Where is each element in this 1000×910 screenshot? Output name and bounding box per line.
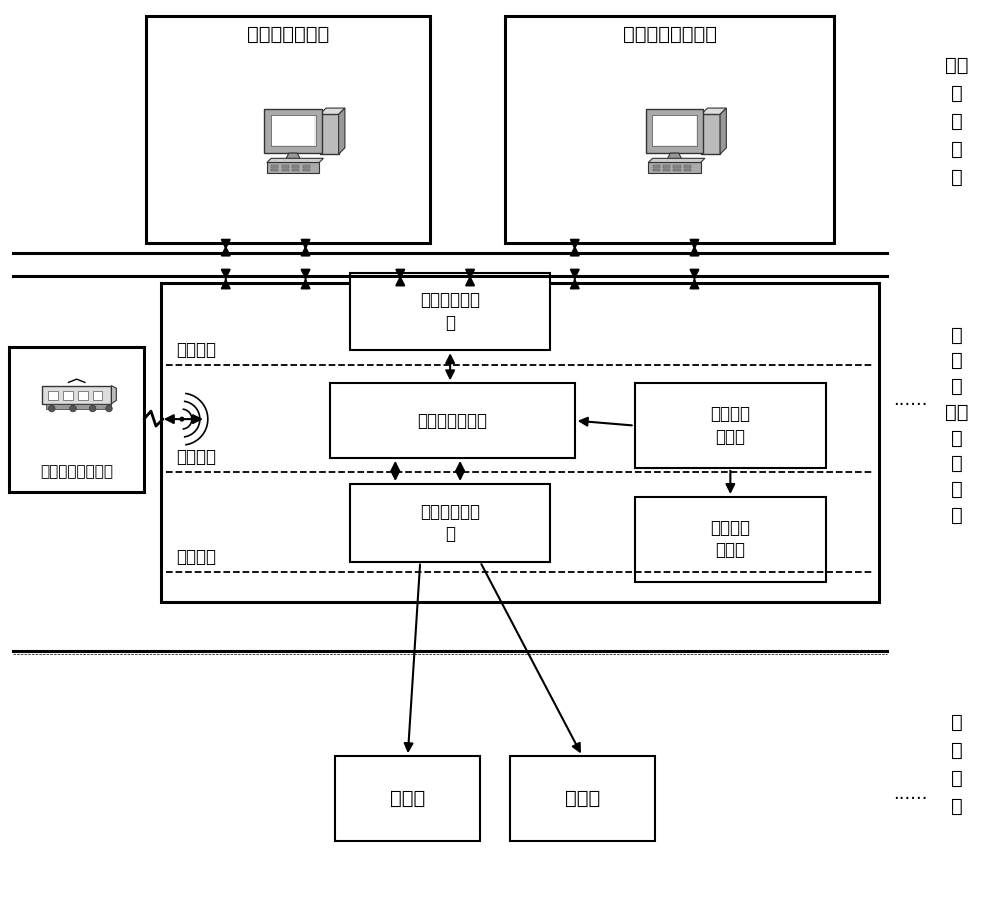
Text: 联锁运算: 联锁运算 (176, 448, 216, 466)
Bar (63, 391, 73, 399)
Text: 转辙机: 转辙机 (390, 789, 425, 808)
Bar (653, 168, 660, 171)
Polygon shape (720, 108, 726, 154)
Bar (264, 109, 322, 153)
Bar (161, 282, 879, 602)
Circle shape (70, 405, 76, 412)
Text: 人机交互: 人机交互 (176, 341, 216, 359)
Bar (271, 168, 278, 171)
Bar (350, 273, 550, 350)
Bar (635, 497, 826, 581)
Bar (42, 386, 111, 404)
Bar (271, 115, 316, 147)
Bar (282, 168, 289, 171)
Bar (635, 383, 826, 468)
Bar (271, 165, 278, 167)
Polygon shape (339, 108, 345, 154)
Polygon shape (267, 158, 323, 163)
Text: 轨
旁
设
备: 轨 旁 设 备 (951, 713, 963, 815)
Text: 执行表示: 执行表示 (176, 548, 216, 566)
Bar (505, 16, 834, 243)
Polygon shape (285, 153, 301, 161)
Text: 远程
控
制
中
心: 远程 控 制 中 心 (945, 56, 968, 187)
Text: 有轨车辆车载设备: 有轨车辆车载设备 (40, 464, 113, 480)
Bar (93, 391, 102, 399)
Bar (146, 16, 430, 243)
Bar (46, 404, 111, 409)
Text: 逻辑控制子系统: 逻辑控制子系统 (418, 411, 488, 430)
Text: 驱动采集子系
统: 驱动采集子系 统 (420, 502, 480, 543)
Polygon shape (267, 163, 319, 173)
Bar (350, 484, 550, 561)
Text: 信号机: 信号机 (565, 789, 600, 808)
Circle shape (48, 405, 55, 412)
Text: 自动化操作系统: 自动化操作系统 (247, 25, 329, 44)
Text: 智能电源
子系统: 智能电源 子系统 (710, 406, 750, 446)
Bar (653, 165, 660, 167)
Text: ......: ...... (894, 785, 928, 803)
Bar (646, 109, 703, 153)
Text: ......: ...... (894, 391, 928, 410)
Bar (652, 115, 697, 147)
Polygon shape (666, 153, 683, 161)
Polygon shape (648, 163, 701, 173)
Polygon shape (320, 108, 345, 115)
Circle shape (89, 405, 96, 412)
Text: 现地操作子系
统: 现地操作子系 统 (420, 291, 480, 331)
Bar (303, 168, 310, 171)
Bar (653, 116, 696, 146)
Bar (663, 168, 670, 171)
Circle shape (106, 405, 112, 412)
Text: 列车定位
子系统: 列车定位 子系统 (710, 519, 750, 560)
Bar (684, 168, 691, 171)
Bar (292, 165, 299, 167)
Text: 远程监测维护系统: 远程监测维护系统 (623, 25, 717, 44)
Text: 分
布
式
道岔
控
制
系
统: 分 布 式 道岔 控 制 系 统 (945, 326, 968, 525)
Bar (292, 168, 299, 171)
Circle shape (179, 417, 184, 421)
Bar (684, 165, 691, 167)
Bar (673, 165, 681, 167)
Bar (701, 115, 720, 154)
Bar (78, 391, 88, 399)
Bar (330, 383, 575, 458)
Bar (663, 165, 670, 167)
Bar (272, 116, 314, 146)
Polygon shape (111, 386, 116, 404)
Bar (320, 115, 339, 154)
Bar (9, 348, 144, 492)
Bar (673, 168, 681, 171)
Bar (282, 165, 289, 167)
Bar (48, 391, 58, 399)
Polygon shape (648, 158, 705, 163)
Bar (303, 165, 310, 167)
Bar (335, 756, 480, 841)
Bar (510, 756, 655, 841)
Polygon shape (701, 108, 726, 115)
